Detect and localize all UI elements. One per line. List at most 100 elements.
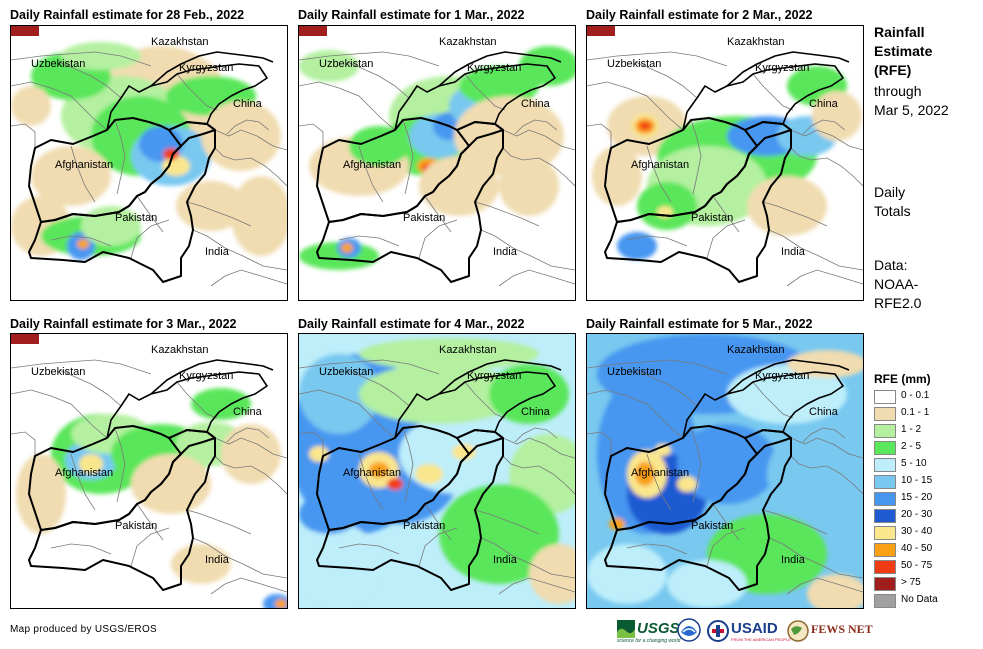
admin-boundary bbox=[790, 129, 863, 151]
country-label-kazakhstan: Kazakhstan bbox=[727, 36, 785, 48]
admin-boundary bbox=[768, 229, 863, 271]
admin-boundary bbox=[70, 145, 96, 203]
country-label-afghanistan: Afghanistan bbox=[343, 159, 402, 171]
country-label-afghanistan: Afghanistan bbox=[631, 159, 690, 171]
admin-boundary bbox=[50, 235, 112, 247]
rainfall-patch bbox=[635, 462, 655, 486]
central-asia-border bbox=[106, 63, 268, 131]
kyrgyzstan-border bbox=[438, 359, 562, 395]
rainfall-patch bbox=[639, 122, 651, 130]
fewsnet-logo: FEWS NET bbox=[787, 618, 873, 644]
admin-boundary bbox=[346, 61, 410, 99]
admin-boundary bbox=[114, 427, 126, 503]
admin-boundary bbox=[626, 543, 688, 555]
admin-boundary bbox=[214, 455, 287, 495]
admin-boundary bbox=[192, 537, 287, 579]
country-label-pakistan: Pakistan bbox=[115, 520, 158, 532]
rainfall-patch bbox=[16, 454, 66, 534]
rainfall-patch bbox=[415, 464, 443, 484]
legend-swatch bbox=[874, 458, 896, 472]
country-label-uzbekistan: Uzbekistan bbox=[31, 366, 86, 378]
admin-boundary bbox=[762, 201, 828, 227]
admin-boundary bbox=[186, 201, 252, 227]
rainfall-patch bbox=[349, 126, 409, 166]
kyrgyzstan-border bbox=[726, 359, 850, 395]
admin-boundary bbox=[626, 235, 688, 247]
country-label-pakistan: Pakistan bbox=[115, 212, 158, 224]
country-label-kyrgyzstan: Kyrgyzstan bbox=[755, 62, 810, 74]
rainfall-patch bbox=[221, 424, 281, 484]
usgs-logo: USGS science for a changing world bbox=[617, 618, 691, 644]
admin-boundary bbox=[210, 269, 287, 287]
data-line: NOAA- bbox=[874, 276, 919, 292]
rainfall-patch bbox=[79, 454, 103, 474]
rainfall-patch bbox=[727, 364, 847, 424]
admin-boundary bbox=[299, 389, 396, 439]
admin-boundary bbox=[11, 359, 152, 375]
rainfall-map-panel: Kazakhstan Uzbekistan Kyrgyzstan China Afgha… bbox=[586, 25, 864, 301]
rainfall-patch bbox=[419, 156, 499, 216]
country-label-india: India bbox=[493, 554, 517, 566]
legend-swatch bbox=[874, 441, 896, 455]
admin-boundary bbox=[646, 145, 672, 203]
rainfall-map bbox=[11, 26, 287, 300]
admin-boundary bbox=[358, 145, 384, 203]
afghanistan-border bbox=[28, 425, 216, 531]
admin-boundary bbox=[402, 427, 414, 503]
admin-boundary bbox=[226, 427, 270, 443]
admin-boundary bbox=[192, 229, 287, 271]
admin-boundary bbox=[338, 543, 400, 555]
rainfall-map bbox=[587, 26, 863, 300]
admin-boundary bbox=[587, 81, 684, 131]
country-label-china: China bbox=[809, 98, 838, 110]
admin-boundary bbox=[418, 527, 458, 567]
rainfall-patch bbox=[299, 524, 379, 604]
rainfall-patch bbox=[452, 444, 476, 460]
through-line: through bbox=[874, 83, 922, 99]
admin-boundary bbox=[338, 235, 400, 247]
rainfall-patch bbox=[77, 239, 89, 249]
rainfall-patch bbox=[677, 476, 697, 492]
country-label-kazakhstan: Kazakhstan bbox=[439, 36, 497, 48]
legend-title: RFE (mm) bbox=[874, 372, 931, 386]
admin-boundary bbox=[136, 195, 164, 233]
rainfall-patch bbox=[812, 91, 862, 141]
legend-label: 2 - 5 bbox=[901, 441, 922, 452]
legend-swatch bbox=[874, 543, 896, 557]
admin-boundary bbox=[752, 73, 794, 111]
admin-boundary bbox=[58, 61, 122, 99]
rainfall-patch bbox=[439, 484, 559, 584]
rainfall-patch bbox=[592, 146, 642, 206]
rainfall-patch bbox=[61, 42, 141, 70]
legend-swatch bbox=[874, 509, 896, 523]
admin-boundary bbox=[136, 503, 164, 541]
legend-label: 20 - 30 bbox=[901, 509, 933, 520]
rainfall-patch bbox=[171, 544, 231, 584]
admin-boundary bbox=[790, 147, 863, 187]
rainfall-patch bbox=[617, 232, 657, 260]
country-label-india: India bbox=[205, 554, 229, 566]
admin-boundary bbox=[299, 431, 324, 456]
title-line: Estimate bbox=[874, 43, 933, 59]
country-label-china: China bbox=[521, 406, 550, 418]
admin-boundary bbox=[802, 427, 846, 443]
country-label-uzbekistan: Uzbekistan bbox=[319, 366, 374, 378]
country-label-kyrgyzstan: Kyrgyzstan bbox=[467, 370, 522, 382]
admin-boundary bbox=[58, 369, 122, 407]
admin-boundary bbox=[502, 129, 575, 151]
country-label-india: India bbox=[205, 246, 229, 258]
afghanistan-border bbox=[604, 117, 792, 223]
usgs-wave-icon bbox=[617, 620, 635, 638]
admin-boundary bbox=[480, 537, 575, 579]
admin-boundary bbox=[299, 51, 440, 67]
map-credit: Map produced by USGS/EROS bbox=[10, 624, 158, 635]
legend-label: 15 - 20 bbox=[901, 492, 933, 503]
rainfall-patch bbox=[231, 176, 287, 256]
admin-boundary bbox=[690, 427, 702, 503]
admin-boundary bbox=[299, 123, 324, 148]
rainfall-map-panel: Kazakhstan Uzbekistan Kyrgyzstan China Afgha… bbox=[586, 333, 864, 609]
rainfall-patch bbox=[176, 181, 246, 231]
legend-swatch bbox=[874, 594, 896, 608]
admin-boundary bbox=[346, 369, 410, 407]
country-label-uzbekistan: Uzbekistan bbox=[607, 58, 662, 70]
